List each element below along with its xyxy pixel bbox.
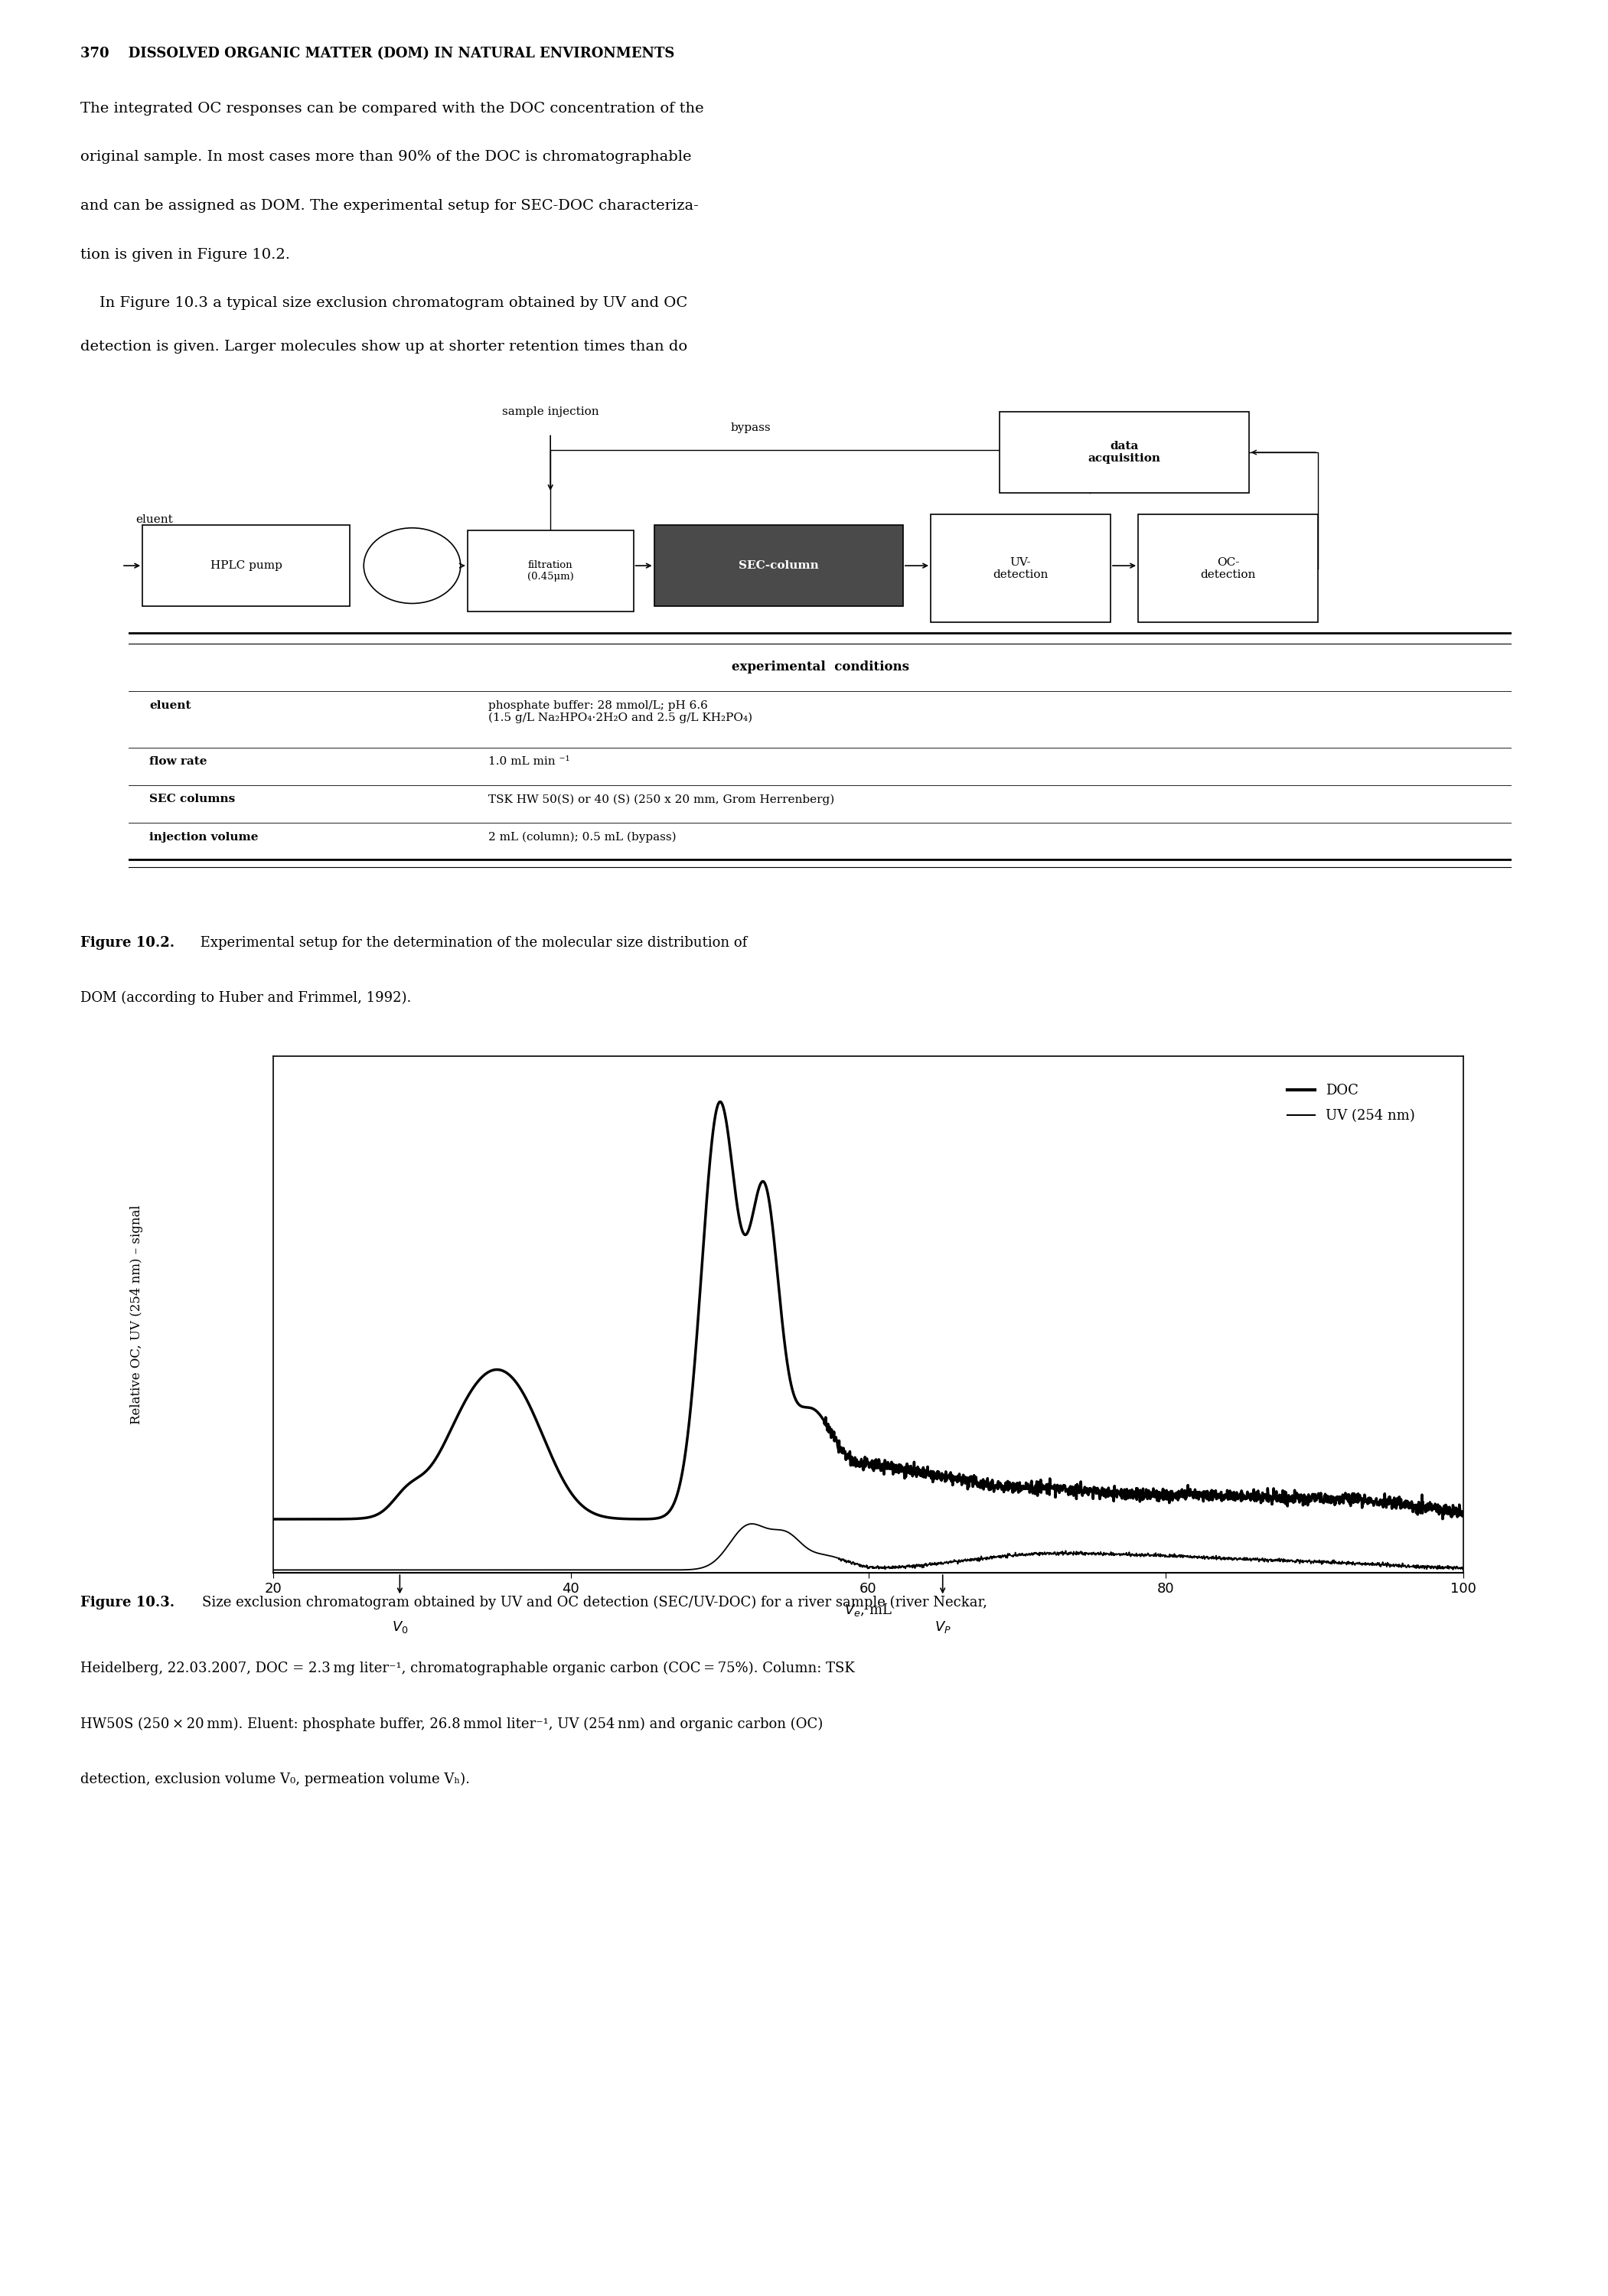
Text: data
acquisition: data acquisition <box>1089 441 1161 464</box>
Text: TSK HW 50(S) or 40 (S) (250 x 20 mm, Grom Herrenberg): TSK HW 50(S) or 40 (S) (250 x 20 mm, Gro… <box>489 794 835 806</box>
Text: and can be assigned as DOM. The experimental setup for SEC-DOC characteriza-: and can be assigned as DOM. The experime… <box>80 200 698 214</box>
Text: detection, exclusion volume V₀, permeation volume Vₕ).: detection, exclusion volume V₀, permeati… <box>80 1773 470 1786</box>
Text: 370    DISSOLVED ORGANIC MATTER (DOM) IN NATURAL ENVIRONMENTS: 370 DISSOLVED ORGANIC MATTER (DOM) IN NA… <box>80 48 675 62</box>
Text: original sample. In most cases more than 90% of the DOC is chromatographable: original sample. In most cases more than… <box>80 152 691 165</box>
Text: SEC columns: SEC columns <box>150 794 235 804</box>
X-axis label: $V_e$, mL: $V_e$, mL <box>844 1603 892 1619</box>
Text: tion is given in Figure 10.2.: tion is given in Figure 10.2. <box>80 248 289 262</box>
Bar <box>1000 411 1249 494</box>
Text: injection volume: injection volume <box>150 831 259 843</box>
Text: UV-
detection: UV- detection <box>992 558 1048 581</box>
Text: In Figure 10.3 a typical size exclusion chromatogram obtained by UV and OC: In Figure 10.3 a typical size exclusion … <box>80 296 688 310</box>
Bar <box>1138 514 1319 622</box>
Text: eluent: eluent <box>150 700 191 712</box>
Text: flow rate: flow rate <box>150 755 207 767</box>
Text: The integrated OC responses can be compared with the DOC concentration of the: The integrated OC responses can be compa… <box>80 101 704 115</box>
Text: bypass: bypass <box>730 422 772 434</box>
Text: HPLC pump: HPLC pump <box>211 560 281 572</box>
Text: Experimental setup for the determination of the molecular size distribution of: Experimental setup for the determination… <box>196 937 748 951</box>
Text: Relative OC, UV (254 nm) – signal: Relative OC, UV (254 nm) – signal <box>130 1205 143 1424</box>
Text: 1.0 mL min ⁻¹: 1.0 mL min ⁻¹ <box>489 755 569 767</box>
Text: filtration
(0.45μm): filtration (0.45μm) <box>527 560 574 581</box>
Text: sample injection: sample injection <box>502 406 598 418</box>
Circle shape <box>363 528 460 604</box>
Bar <box>931 514 1111 622</box>
Text: HW50S (250 × 20 mm). Eluent: phosphate buffer, 26.8 mmol liter⁻¹, UV (254 nm) an: HW50S (250 × 20 mm). Eluent: phosphate b… <box>80 1717 823 1731</box>
Text: experimental  conditions: experimental conditions <box>732 661 909 673</box>
Text: detection is given. Larger molecules show up at shorter retention times than do: detection is given. Larger molecules sho… <box>80 340 687 354</box>
Bar <box>143 526 351 606</box>
Bar <box>654 526 904 606</box>
Text: Heidelberg, 22.03.2007, DOC = 2.3 mg liter⁻¹, chromatographable organic carbon (: Heidelberg, 22.03.2007, DOC = 2.3 mg lit… <box>80 1662 855 1676</box>
Text: phosphate buffer: 28 mmol/L; pH 6.6
(1.5 g/L Na₂HPO₄·2H₂O and 2.5 g/L KH₂PO₄): phosphate buffer: 28 mmol/L; pH 6.6 (1.5… <box>489 700 753 723</box>
Legend: DOC, UV (254 nm): DOC, UV (254 nm) <box>1282 1079 1421 1127</box>
Text: Size exclusion chromatogram obtained by UV and OC detection (SEC/UV-DOC) for a r: Size exclusion chromatogram obtained by … <box>201 1596 987 1609</box>
Text: $V_0$: $V_0$ <box>392 1619 408 1635</box>
Text: DOM (according to Huber and Frimmel, 1992).: DOM (according to Huber and Frimmel, 199… <box>80 992 412 1006</box>
Text: OC-
detection: OC- detection <box>1200 558 1256 581</box>
Text: Figure 10.2.: Figure 10.2. <box>80 937 175 951</box>
Text: $V_P$: $V_P$ <box>934 1619 950 1635</box>
Text: SEC-column: SEC-column <box>738 560 818 572</box>
Text: Figure 10.3.: Figure 10.3. <box>80 1596 175 1609</box>
Bar <box>468 530 634 611</box>
Text: eluent: eluent <box>135 514 174 526</box>
Text: 2 mL (column); 0.5 mL (bypass): 2 mL (column); 0.5 mL (bypass) <box>489 831 677 843</box>
